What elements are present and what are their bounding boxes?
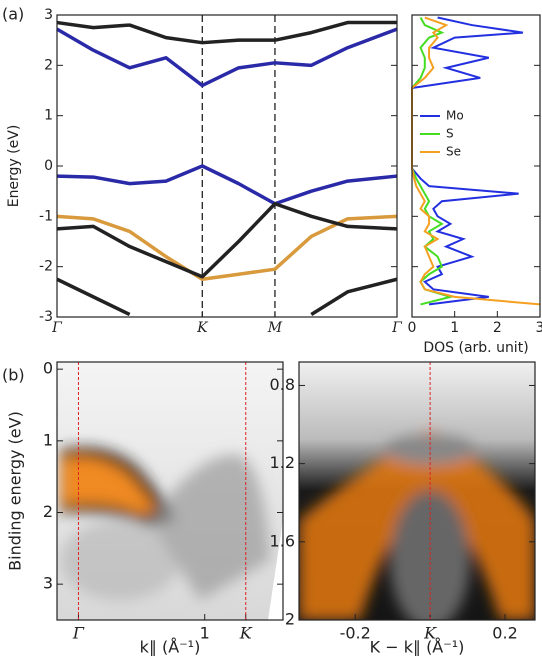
x-tick-label: Γ xyxy=(391,320,403,336)
x-tick-label: -0.2 xyxy=(340,624,371,643)
plot-frame xyxy=(298,361,536,621)
dos-line xyxy=(411,16,524,306)
y-tick-label: -1 xyxy=(39,208,53,224)
legend-label: S xyxy=(446,127,454,141)
plot-frame xyxy=(411,14,541,318)
x-tick-label: Γ xyxy=(51,320,63,336)
panel-label: (b) xyxy=(2,366,25,385)
x-tick-label: 0.2 xyxy=(492,624,517,643)
band-line xyxy=(56,27,398,88)
y-tick-label: 1.6 xyxy=(270,531,295,550)
y-tick-label: 0.8 xyxy=(270,375,295,394)
band-line xyxy=(56,20,397,45)
y-tick-label: -2 xyxy=(39,259,53,275)
x-tick-label: K xyxy=(423,624,437,643)
panel-label: (a) xyxy=(2,5,24,24)
x-axis-label: k∥ (Å⁻¹) xyxy=(140,638,201,657)
y-tick-label: 1 xyxy=(43,430,53,449)
x-tick-label: 3 xyxy=(536,320,542,336)
x-tick-label: 1 xyxy=(200,624,210,643)
y-tick-label: 2 xyxy=(43,502,53,521)
y-tick-label: -3 xyxy=(39,309,53,325)
x-tick-label: K xyxy=(239,624,253,643)
x-tick-label: 2 xyxy=(493,320,502,336)
band-line xyxy=(56,214,398,281)
legend-label: Se xyxy=(446,145,461,159)
arpes-image-right xyxy=(299,362,535,620)
y-tick-label: 1.2 xyxy=(270,453,295,472)
x-tick-label: Γ xyxy=(72,624,85,643)
y-tick-label: 0 xyxy=(43,359,53,378)
y-tick-label: 0 xyxy=(44,158,53,174)
plot-frame xyxy=(56,361,284,621)
x-tick-label: 0 xyxy=(408,320,417,336)
dos-line xyxy=(411,17,455,306)
y-tick-label: 2 xyxy=(285,610,295,629)
arpes-image-left xyxy=(57,362,283,620)
y-axis-label: Binding energy (eV) xyxy=(6,411,25,571)
legend-label: Mo xyxy=(446,109,464,123)
y-tick-label: 2 xyxy=(44,57,53,73)
x-tick-label: 1 xyxy=(450,320,459,336)
y-tick-label: 3 xyxy=(44,7,53,23)
y-tick-label: 1 xyxy=(44,108,53,124)
band-line xyxy=(310,277,398,316)
band-line xyxy=(56,277,131,317)
x-tick-label: K xyxy=(196,320,209,336)
x-axis-label: DOS (arb. unit) xyxy=(423,340,528,356)
plot-frame xyxy=(56,14,398,318)
y-tick-label: 3 xyxy=(43,574,53,593)
band-line xyxy=(56,202,398,279)
x-axis-label: K − k∥ (Å⁻¹) xyxy=(370,638,465,657)
x-tick-label: M xyxy=(267,320,283,336)
dos-line xyxy=(411,16,541,306)
y-axis-label: Energy (eV) xyxy=(6,125,22,208)
band-line xyxy=(56,164,398,206)
